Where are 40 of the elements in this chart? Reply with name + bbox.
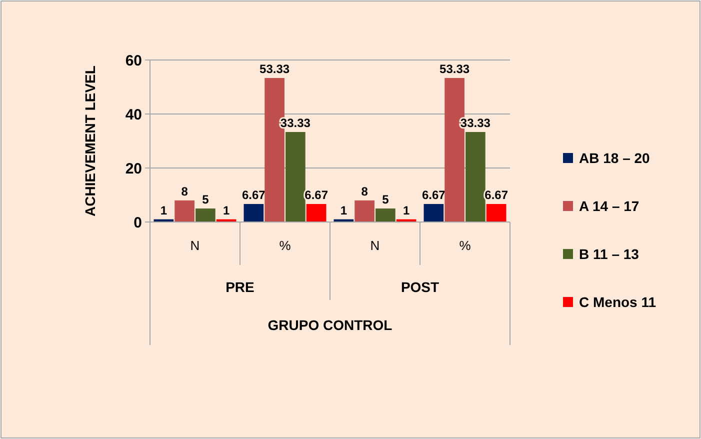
bar [196,208,216,222]
x-tick-label: % [459,238,472,253]
legend-label: AB 18 – 20 [579,150,650,166]
bar [424,204,444,222]
data-label: 6.67 [242,188,266,202]
bar [466,132,486,222]
bar [174,200,194,222]
text: PRE [226,279,254,295]
data-label: 8 [181,184,188,198]
y-tick-label: 60 [125,52,142,70]
text: POST [400,279,440,295]
data-label: 5 [382,192,390,206]
y-tick-label: 40 [125,106,142,124]
bar [376,208,396,222]
y-tick-label: 0 [134,214,142,232]
y-axis-title: ACHIEVEMENT LEVEL [82,65,98,216]
data-label: 1 [160,203,168,218]
x-tick-label: N [190,238,200,253]
y-tick-label: 20 [125,160,142,178]
data-label: 5 [202,192,210,206]
legend-label: A 14 – 17 [579,198,640,214]
bar [244,204,264,222]
data-label: 6.67 [304,188,328,202]
legend-label: C Menos 11 [579,294,656,310]
bar [486,204,506,222]
data-label: 1 [222,203,230,218]
text: GRUPO CONTROL [268,317,393,333]
data-label: 1 [340,203,348,218]
bar [286,132,306,222]
x-tick-label: % [279,238,292,253]
data-label: 1 [402,203,410,218]
data-label: 53.33 [440,62,470,76]
data-label: 6.67 [484,188,508,202]
data-label: 8 [361,184,368,198]
bar [306,204,326,222]
data-label: 53.33 [260,62,290,76]
bar [354,200,374,222]
x-tick-label: N [370,238,380,253]
legend-label: B 11 – 13 [579,246,640,262]
data-label: 6.67 [422,188,446,202]
